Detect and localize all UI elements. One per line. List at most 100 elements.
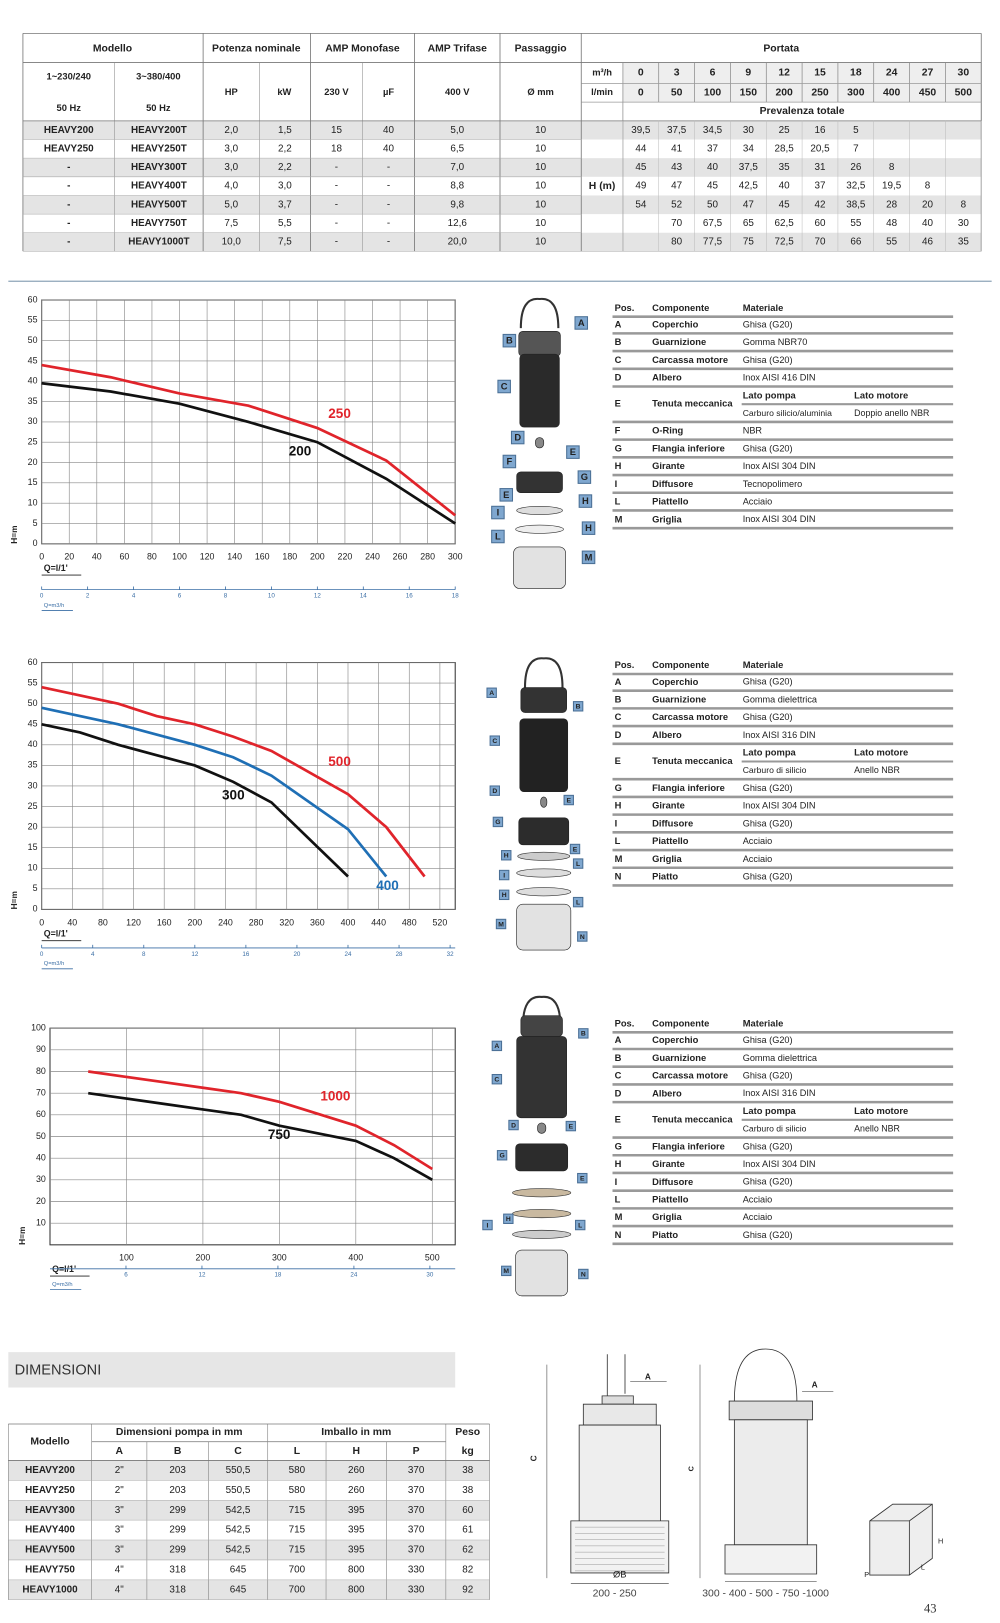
x-tick-label: 120 <box>126 917 141 927</box>
part-letter: I <box>487 1222 489 1229</box>
label: Dimensioni pompa in mm <box>116 1427 243 1438</box>
cell: 54 <box>635 199 646 210</box>
column-header: AMP Monofase <box>325 44 400 55</box>
x2-tick-label: 32 <box>447 951 454 958</box>
cell: 10 <box>535 237 546 248</box>
part-letter: M <box>585 552 593 562</box>
pump-part <box>519 353 560 428</box>
y-tick-label: 10 <box>28 498 38 508</box>
label: kW <box>277 87 291 97</box>
cell: 395 <box>348 1525 365 1536</box>
curve-label: 750 <box>268 1127 291 1142</box>
curve-label: 250 <box>328 406 351 421</box>
label: M <box>615 514 623 524</box>
part-tag <box>482 1219 493 1231</box>
part-letter: H <box>582 496 589 506</box>
label: 50 Hz <box>57 103 82 113</box>
label: 400 <box>883 88 901 99</box>
part-tag <box>572 858 584 869</box>
cell: 34 <box>743 143 754 154</box>
label: L <box>615 1195 621 1205</box>
x-tick-label: 40 <box>92 552 102 562</box>
label: Ghisa (G20) <box>743 872 793 882</box>
label: Anello NBR <box>854 765 900 775</box>
label: Modello <box>30 1436 69 1447</box>
label: Gomma dielettrica <box>743 1053 818 1063</box>
x-tick-label: 0 <box>39 552 44 562</box>
part-tag <box>578 1268 589 1280</box>
x2-tick-label: 28 <box>396 951 403 958</box>
cell: 4,0 <box>224 181 238 192</box>
x-tick-label: 20 <box>64 552 74 562</box>
part-letter: G <box>499 1153 504 1160</box>
label: Piatto <box>652 1230 678 1240</box>
pump-part <box>515 1143 569 1172</box>
cell: - <box>335 199 338 210</box>
label: 0 <box>638 88 644 99</box>
x2-tick-label: 10 <box>268 593 275 600</box>
y-tick-label: 35 <box>28 760 38 770</box>
label: 50 <box>671 88 683 99</box>
label: C <box>615 355 622 365</box>
part-letter: E <box>573 846 578 853</box>
cell: 2,0 <box>224 125 238 136</box>
part-tag <box>578 494 593 508</box>
cell: 47 <box>671 181 682 192</box>
cell: - <box>335 237 338 248</box>
x-tick-label: 320 <box>279 917 294 927</box>
label: Ghisa (G20) <box>743 1230 793 1240</box>
x-tick-label: 120 <box>200 552 215 562</box>
header-bg <box>22 33 982 63</box>
y-tick-label: 55 <box>28 677 38 687</box>
cell: 8,8 <box>450 181 464 192</box>
y-tick-label: 30 <box>36 1174 46 1184</box>
x2-tick-label: 18 <box>274 1272 281 1279</box>
pump-handle <box>521 995 562 1027</box>
cell: 3,7 <box>278 199 292 210</box>
label: C <box>687 1465 696 1471</box>
label: Ghisa (G20) <box>743 1035 793 1045</box>
label: 9 <box>745 68 751 79</box>
cell: 49 <box>635 181 646 192</box>
part-tag <box>575 1219 586 1231</box>
cell: - <box>67 162 70 173</box>
cell: 203 <box>169 1465 186 1476</box>
x2-tick-label: 6 <box>124 1272 128 1279</box>
label: 6 <box>710 68 716 79</box>
part-tag <box>566 445 580 459</box>
pump-handle <box>519 297 560 329</box>
label: Diffusore <box>652 818 693 828</box>
label: 200 <box>775 88 793 99</box>
y-tick-label: 45 <box>28 355 38 365</box>
cell: 15 <box>331 125 342 136</box>
axis-label: Q=m3/h <box>52 1282 73 1288</box>
part-letter: B <box>506 336 513 346</box>
label: Carburo di silicio <box>743 1123 807 1133</box>
label: 12 <box>778 68 790 79</box>
cell: 7,5 <box>278 237 292 248</box>
x2-tick-label: 16 <box>406 593 413 600</box>
label: Carburo di silicio <box>743 765 807 775</box>
part-letter: G <box>581 472 588 482</box>
cell: 12,6 <box>448 218 468 229</box>
x2-tick-label: 6 <box>178 593 182 600</box>
label: A <box>116 1446 124 1457</box>
label: Inox AISI 316 DIN <box>743 730 816 740</box>
cell: 260 <box>348 1485 365 1496</box>
part-letter: B <box>581 1031 586 1038</box>
pump-part <box>518 817 570 846</box>
x2-tick-label: 18 <box>452 593 459 600</box>
part-tag <box>502 454 517 469</box>
cell: 67,5 <box>703 218 723 229</box>
cell: 6,5 <box>450 143 464 154</box>
label: H <box>615 461 622 471</box>
cell: 715 <box>289 1505 306 1516</box>
outline <box>728 1400 813 1421</box>
cell: 299 <box>169 1525 186 1536</box>
cell: 3" <box>115 1505 124 1516</box>
cell: 37 <box>815 181 826 192</box>
cell: 5,0 <box>450 125 464 136</box>
part-tag <box>572 701 584 712</box>
